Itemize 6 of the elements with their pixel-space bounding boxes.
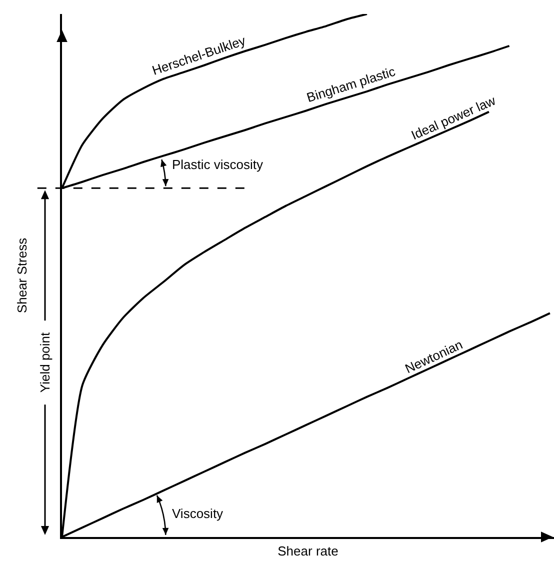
annotation: Viscosity (172, 506, 224, 521)
annotation: Plastic viscosity (172, 157, 264, 172)
text: Yield point (37, 332, 52, 393)
x-axis-title: Shear rate (278, 544, 338, 558)
text: Bingham plastic (304, 64, 398, 106)
y-axis-title: Shear Stress (14, 237, 30, 314)
